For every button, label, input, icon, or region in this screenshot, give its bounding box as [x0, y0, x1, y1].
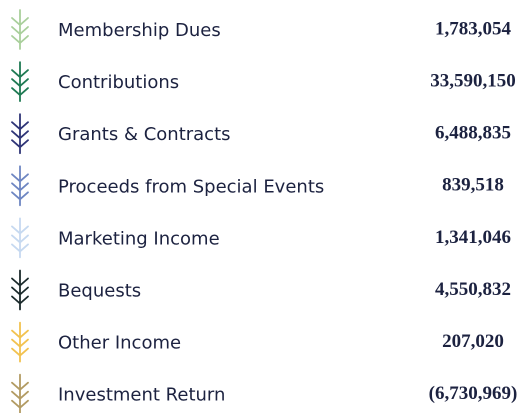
row-icon [11, 113, 29, 155]
row: Bequests 4,550,832 [11, 269, 511, 311]
row: Membership Dues 1,783,054 [11, 9, 512, 50]
row-icon [11, 61, 29, 102]
row-value: 839,518 [442, 175, 504, 196]
row: Other Income 207,020 [11, 321, 504, 363]
row-icon [11, 373, 29, 413]
row-value: 1,341,046 [435, 227, 511, 248]
row-value: 1,783,054 [435, 18, 512, 39]
row: Investment Return (6,730,969) [11, 373, 518, 413]
row: Proceeds from Special Events 839,518 [11, 165, 504, 207]
row-value: (6,730,969) [429, 383, 518, 404]
row-icon [11, 269, 29, 311]
row-label: Bequests [58, 281, 141, 302]
row-label: Membership Dues [58, 20, 221, 41]
row-label: Proceeds from Special Events [58, 176, 324, 197]
row-label: Contributions [58, 72, 179, 93]
row-value: 6,488,835 [435, 123, 511, 144]
row: Grants & Contracts 6,488,835 [11, 113, 511, 155]
row-value: 207,020 [442, 331, 504, 352]
row-value: 4,550,832 [435, 279, 511, 300]
row-label: Grants & Contracts [58, 124, 231, 145]
row-label: Other Income [58, 333, 181, 354]
row-icon [11, 165, 29, 207]
row-icon [11, 9, 29, 50]
row-icon [11, 321, 29, 363]
row-label: Marketing Income [58, 228, 220, 249]
row: Marketing Income 1,341,046 [11, 217, 511, 259]
row-icon [11, 217, 29, 259]
row-value: 33,590,150 [430, 70, 516, 91]
row-label: Investment Return [58, 385, 225, 406]
row: Contributions 33,590,150 [11, 61, 516, 102]
